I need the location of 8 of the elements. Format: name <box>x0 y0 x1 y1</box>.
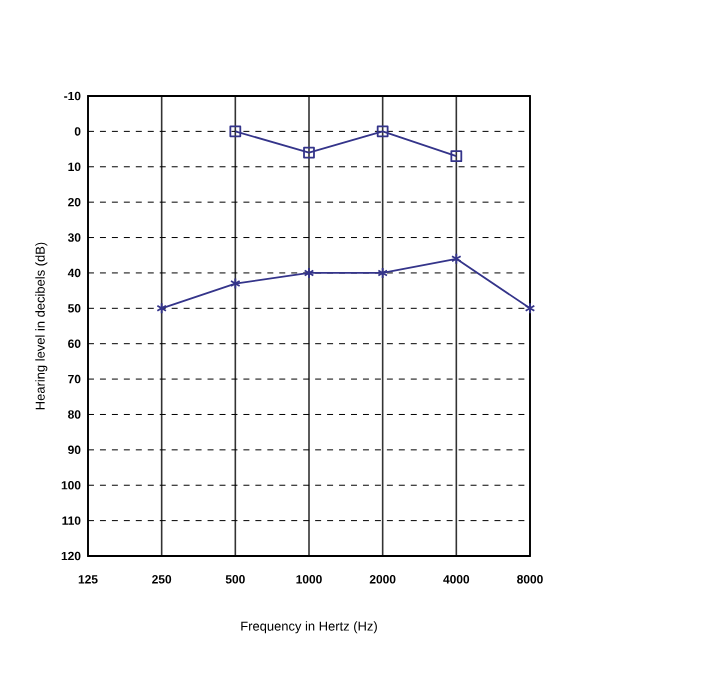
point <box>303 146 315 159</box>
point <box>451 252 462 265</box>
point <box>450 150 463 163</box>
point <box>230 277 241 290</box>
point <box>229 125 242 138</box>
point <box>303 267 315 279</box>
point <box>376 125 389 138</box>
point <box>377 267 388 279</box>
